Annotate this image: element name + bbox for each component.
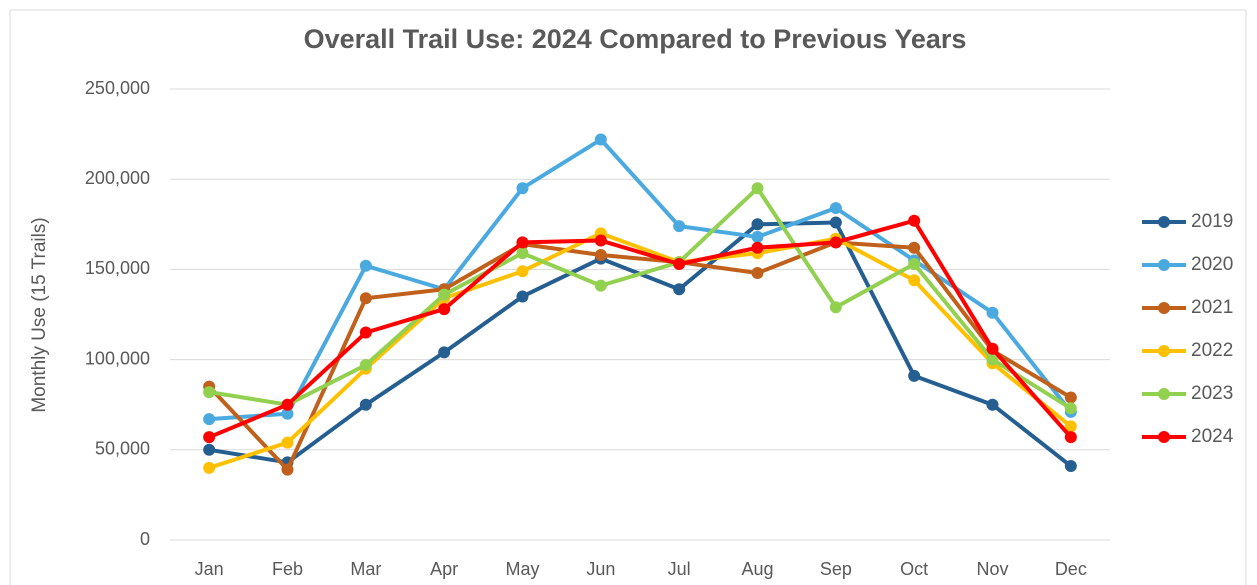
- legend-marker: [1158, 302, 1170, 314]
- series-line: [208, 231, 1073, 470]
- data-point: [1064, 391, 1077, 404]
- x-tick-label: Sep: [820, 559, 852, 579]
- series-line: [208, 186, 1072, 411]
- legend-label: 2020: [1191, 254, 1233, 275]
- data-point: [516, 182, 529, 195]
- data-point: [1064, 460, 1077, 473]
- data-point: [203, 461, 216, 474]
- data-point: [438, 303, 451, 316]
- x-tick-label: Mar: [350, 559, 381, 579]
- y-tick-label: 250,000: [85, 78, 150, 98]
- data-point: [751, 230, 764, 243]
- data-point: [1064, 431, 1077, 444]
- data-point: [908, 369, 921, 382]
- data-point: [829, 202, 842, 215]
- series-line: [208, 218, 1073, 440]
- data-point: [203, 386, 216, 399]
- x-tick-label: Jun: [586, 559, 615, 579]
- x-tick-label: Jul: [668, 559, 691, 579]
- x-tick-label: Jan: [195, 559, 224, 579]
- data-point: [829, 301, 842, 314]
- data-point: [594, 279, 607, 292]
- x-tick-label: Nov: [976, 559, 1008, 579]
- data-point: [673, 283, 686, 296]
- data-point: [203, 431, 216, 444]
- x-tick-label: Dec: [1055, 559, 1087, 579]
- y-axis-title: Monthly Use (15 Trails): [29, 217, 50, 412]
- x-tick-label: Apr: [430, 559, 458, 579]
- legend-marker: [1158, 431, 1170, 443]
- data-point: [359, 259, 372, 272]
- legend-marker: [1158, 388, 1170, 400]
- y-tick-label: 0: [140, 529, 150, 549]
- legend-marker: [1158, 216, 1170, 228]
- data-point: [594, 234, 607, 247]
- data-point: [281, 398, 294, 411]
- data-point: [1064, 402, 1077, 415]
- x-tick-label: Oct: [900, 559, 928, 579]
- data-point: [673, 257, 686, 270]
- y-tick-label: 200,000: [85, 168, 150, 188]
- data-point: [203, 413, 216, 426]
- data-point: [359, 359, 372, 372]
- chart-border: [9, 9, 1247, 585]
- legend-marker: [1158, 259, 1170, 271]
- legend-label: 2022: [1191, 340, 1233, 361]
- data-point: [1064, 420, 1077, 433]
- data-point: [594, 133, 607, 146]
- legend-label: 2019: [1191, 211, 1233, 232]
- series-line: [209, 137, 1073, 422]
- data-point: [203, 443, 216, 456]
- data-point: [908, 274, 921, 287]
- legend-marker: [1158, 345, 1170, 357]
- data-point: [986, 342, 999, 355]
- data-point: [516, 290, 529, 303]
- data-point: [516, 265, 529, 278]
- y-tick-label: 100,000: [85, 348, 150, 368]
- data-point: [751, 218, 764, 231]
- data-point: [594, 248, 607, 261]
- data-point: [516, 236, 529, 249]
- legend-label: 2023: [1191, 383, 1233, 404]
- data-point: [829, 216, 842, 229]
- data-point: [516, 247, 529, 260]
- data-point: [359, 326, 372, 339]
- data-point: [908, 257, 921, 270]
- data-point: [751, 267, 764, 280]
- x-tick-label: Aug: [741, 559, 773, 579]
- chart-title: Overall Trail Use: 2024 Compared to Prev…: [304, 24, 967, 54]
- data-point: [908, 241, 921, 254]
- data-point: [908, 214, 921, 227]
- data-point: [829, 236, 842, 249]
- data-point: [986, 306, 999, 319]
- legend-label: 2024: [1191, 426, 1234, 447]
- x-tick-label: Feb: [272, 559, 303, 579]
- x-tick-label: May: [505, 559, 539, 579]
- data-point: [359, 292, 372, 305]
- series-line: [207, 240, 1072, 472]
- data-point: [438, 288, 451, 301]
- data-point: [986, 398, 999, 411]
- data-point: [281, 463, 294, 476]
- data-point: [281, 436, 294, 449]
- data-point: [673, 220, 686, 233]
- data-point: [751, 241, 764, 254]
- data-point: [281, 407, 294, 420]
- y-tick-label: 150,000: [85, 258, 150, 278]
- data-point: [438, 346, 451, 359]
- data-point: [986, 353, 999, 366]
- legend-label: 2021: [1191, 297, 1233, 318]
- data-point: [359, 398, 372, 411]
- data-point: [751, 182, 764, 195]
- y-tick-label: 50,000: [95, 439, 150, 459]
